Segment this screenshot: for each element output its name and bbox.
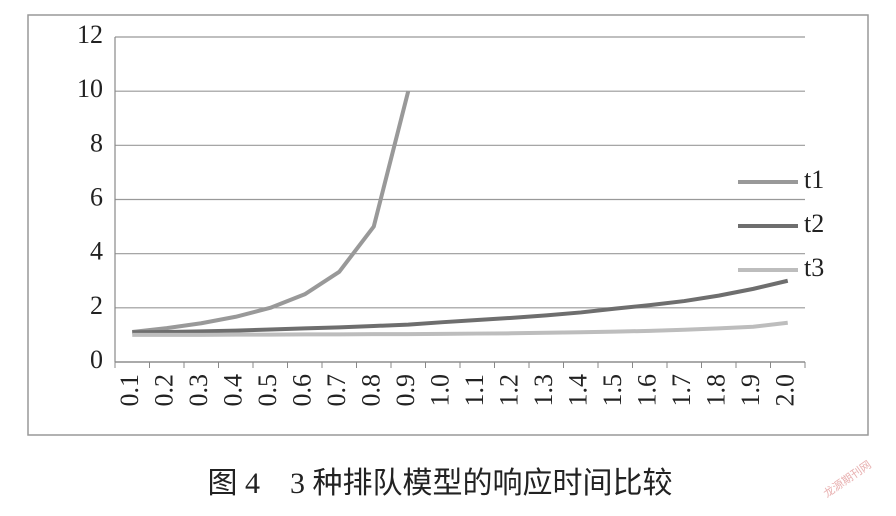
x-tick-label: 0.9 bbox=[391, 374, 420, 407]
y-tick-label: 2 bbox=[90, 291, 103, 320]
caption: 图 4 3 种排队模型的响应时间比较 bbox=[208, 467, 673, 500]
x-tick-label: 1.0 bbox=[426, 374, 455, 407]
x-tick-label: 1.6 bbox=[633, 374, 662, 407]
x-tick-label: 0.1 bbox=[115, 374, 144, 407]
x-tick-label: 2.0 bbox=[771, 374, 800, 407]
x-tick-label: 0.3 bbox=[184, 374, 213, 407]
x-tick-label: 0.6 bbox=[288, 374, 317, 407]
x-tick-label: 0.2 bbox=[150, 374, 179, 407]
x-tick-label: 0.7 bbox=[322, 374, 351, 407]
x-tick-label: 0.5 bbox=[253, 374, 282, 407]
y-tick-label: 4 bbox=[90, 237, 103, 266]
legend-label: t2 bbox=[804, 209, 824, 238]
x-tick-label: 1.5 bbox=[598, 374, 627, 407]
line-series bbox=[132, 320, 788, 337]
y-tick-label: 10 bbox=[77, 74, 103, 103]
line-series bbox=[132, 90, 411, 334]
line-series bbox=[132, 278, 789, 335]
x-tick-label: 1.2 bbox=[495, 374, 524, 407]
x-tick-label: 1.1 bbox=[460, 374, 489, 407]
x-tick-label: 0.4 bbox=[219, 374, 248, 407]
x-tick-label: 1.7 bbox=[667, 374, 696, 407]
watermark: 龙源期刊网 bbox=[821, 457, 874, 500]
y-tick-label: 8 bbox=[90, 128, 103, 157]
chart-frame bbox=[27, 14, 869, 436]
y-tick-label: 0 bbox=[90, 345, 103, 374]
y-tick-label: 12 bbox=[77, 20, 103, 49]
x-tick-label: 1.3 bbox=[529, 374, 558, 407]
x-tick-label: 1.8 bbox=[702, 374, 731, 407]
x-tick-label: 0.8 bbox=[357, 374, 386, 407]
x-tick-label: 1.9 bbox=[736, 374, 765, 407]
legend-label: t1 bbox=[804, 165, 824, 194]
x-tick-label: 1.4 bbox=[564, 374, 593, 407]
legend-label: t3 bbox=[804, 253, 824, 282]
y-tick-label: 6 bbox=[90, 182, 103, 211]
